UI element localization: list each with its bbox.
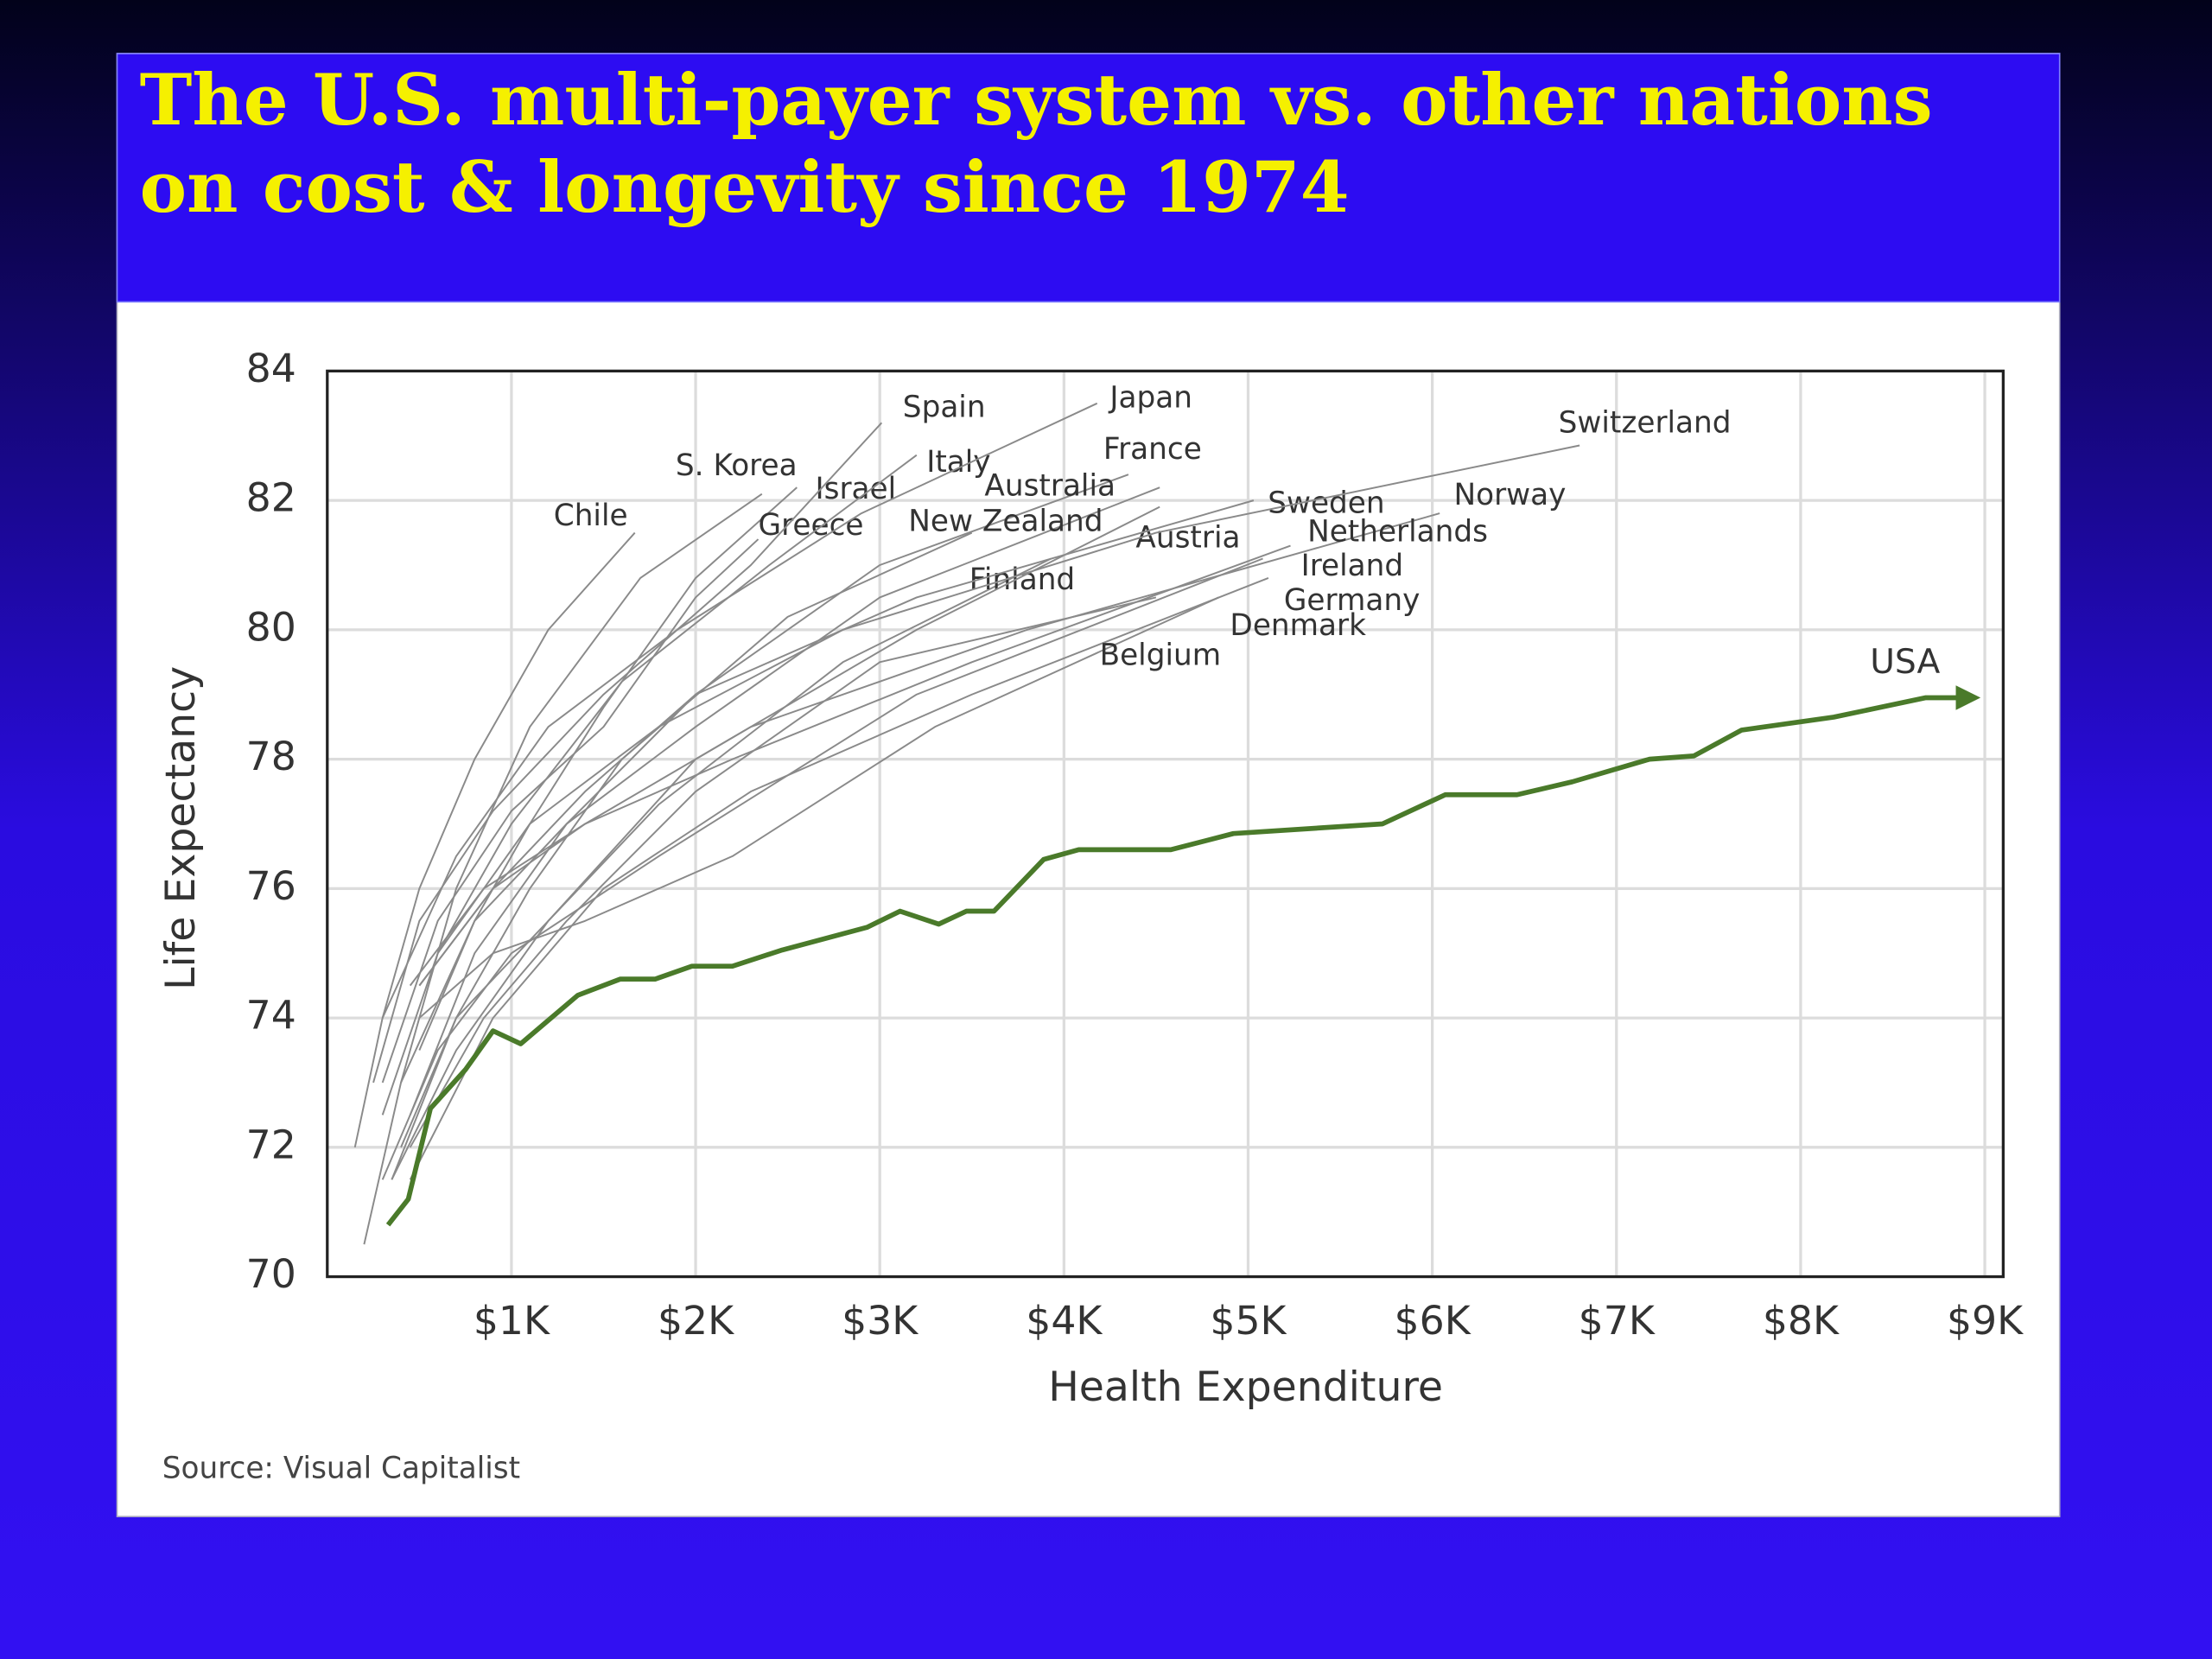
chart-title: The U.S. multi-payer system vs. other na… — [140, 59, 1933, 142]
series-label: Finland — [969, 563, 1075, 597]
country-line — [381, 402, 1098, 1019]
country-line — [409, 596, 1157, 1148]
series-label: Germany — [1284, 583, 1421, 618]
series-label: USA — [1870, 643, 1940, 682]
y-tick-label: 74 — [246, 993, 296, 1039]
country-line — [400, 486, 1160, 1084]
y-tick-label: 76 — [246, 863, 296, 909]
y-tick-label: 78 — [246, 734, 296, 779]
x-tick-label: $2K — [658, 1298, 734, 1344]
plot: $1K $2K $3K $4K $5K $6K $7K $8K $9K 70 72 74 76 78 80 8… — [246, 346, 2024, 1344]
x-tick-label: $6K — [1395, 1298, 1471, 1344]
country-line — [381, 454, 918, 1116]
country-line — [391, 557, 1052, 1180]
usa-line — [385, 685, 1981, 1227]
country-line — [418, 596, 1219, 1019]
chart-title: on cost & longevity since 1974 — [140, 146, 1350, 229]
series-label: Belgium — [1100, 638, 1221, 672]
series-label: Switzerland — [1559, 405, 1732, 440]
country-line — [418, 544, 1291, 987]
country-line — [409, 474, 1129, 1116]
country-line — [391, 505, 1160, 1180]
series-label: Denmark — [1230, 608, 1366, 643]
x-tick-label: $1K — [474, 1298, 550, 1344]
x-tick-label: $3K — [842, 1298, 918, 1344]
series-label: Sweden — [1268, 486, 1384, 521]
x-tick-label: $7K — [1579, 1298, 1656, 1344]
x-axis-label: Health Expenditure — [1048, 1363, 1443, 1411]
y-axis-label: Life Expectancy — [157, 666, 205, 990]
country-line — [381, 557, 1263, 1180]
plot-frame — [326, 369, 2005, 1279]
country-line — [436, 444, 1580, 954]
y-tick-label: 70 — [246, 1251, 296, 1297]
series-label: Chile — [554, 499, 628, 533]
x-tick-label: $9K — [1947, 1298, 2024, 1344]
y-tick-label: 72 — [246, 1122, 296, 1167]
series-label: Japan — [1108, 380, 1192, 415]
series-label: Ireland — [1301, 549, 1404, 583]
y-tick-label: 80 — [246, 604, 296, 650]
series-label: Italy — [926, 445, 990, 480]
x-tick-label: $5K — [1210, 1298, 1287, 1344]
country-line — [353, 531, 636, 1148]
x-tick-label: $4K — [1026, 1298, 1103, 1344]
country-line — [409, 512, 1440, 987]
y-tick-label: 84 — [246, 346, 296, 391]
x-tick-label: $8K — [1763, 1298, 1840, 1344]
y-tick-label: 82 — [246, 475, 296, 521]
series-label: New Zealand — [908, 505, 1103, 539]
series-label: Greece — [759, 508, 864, 543]
series-label: Australia — [984, 468, 1116, 503]
series-label: S. Korea — [676, 448, 798, 483]
country-line — [409, 577, 1269, 1180]
series-label: Netherlands — [1307, 514, 1488, 549]
title-box — [116, 53, 2061, 303]
country-line — [363, 493, 763, 1245]
series-label: Spain — [903, 390, 986, 424]
series-label: Norway — [1453, 478, 1566, 512]
series-label: France — [1103, 432, 1202, 467]
country-line — [381, 538, 760, 1084]
country-line — [372, 422, 883, 1084]
source: Source: Visual Capitalist — [162, 1452, 520, 1486]
